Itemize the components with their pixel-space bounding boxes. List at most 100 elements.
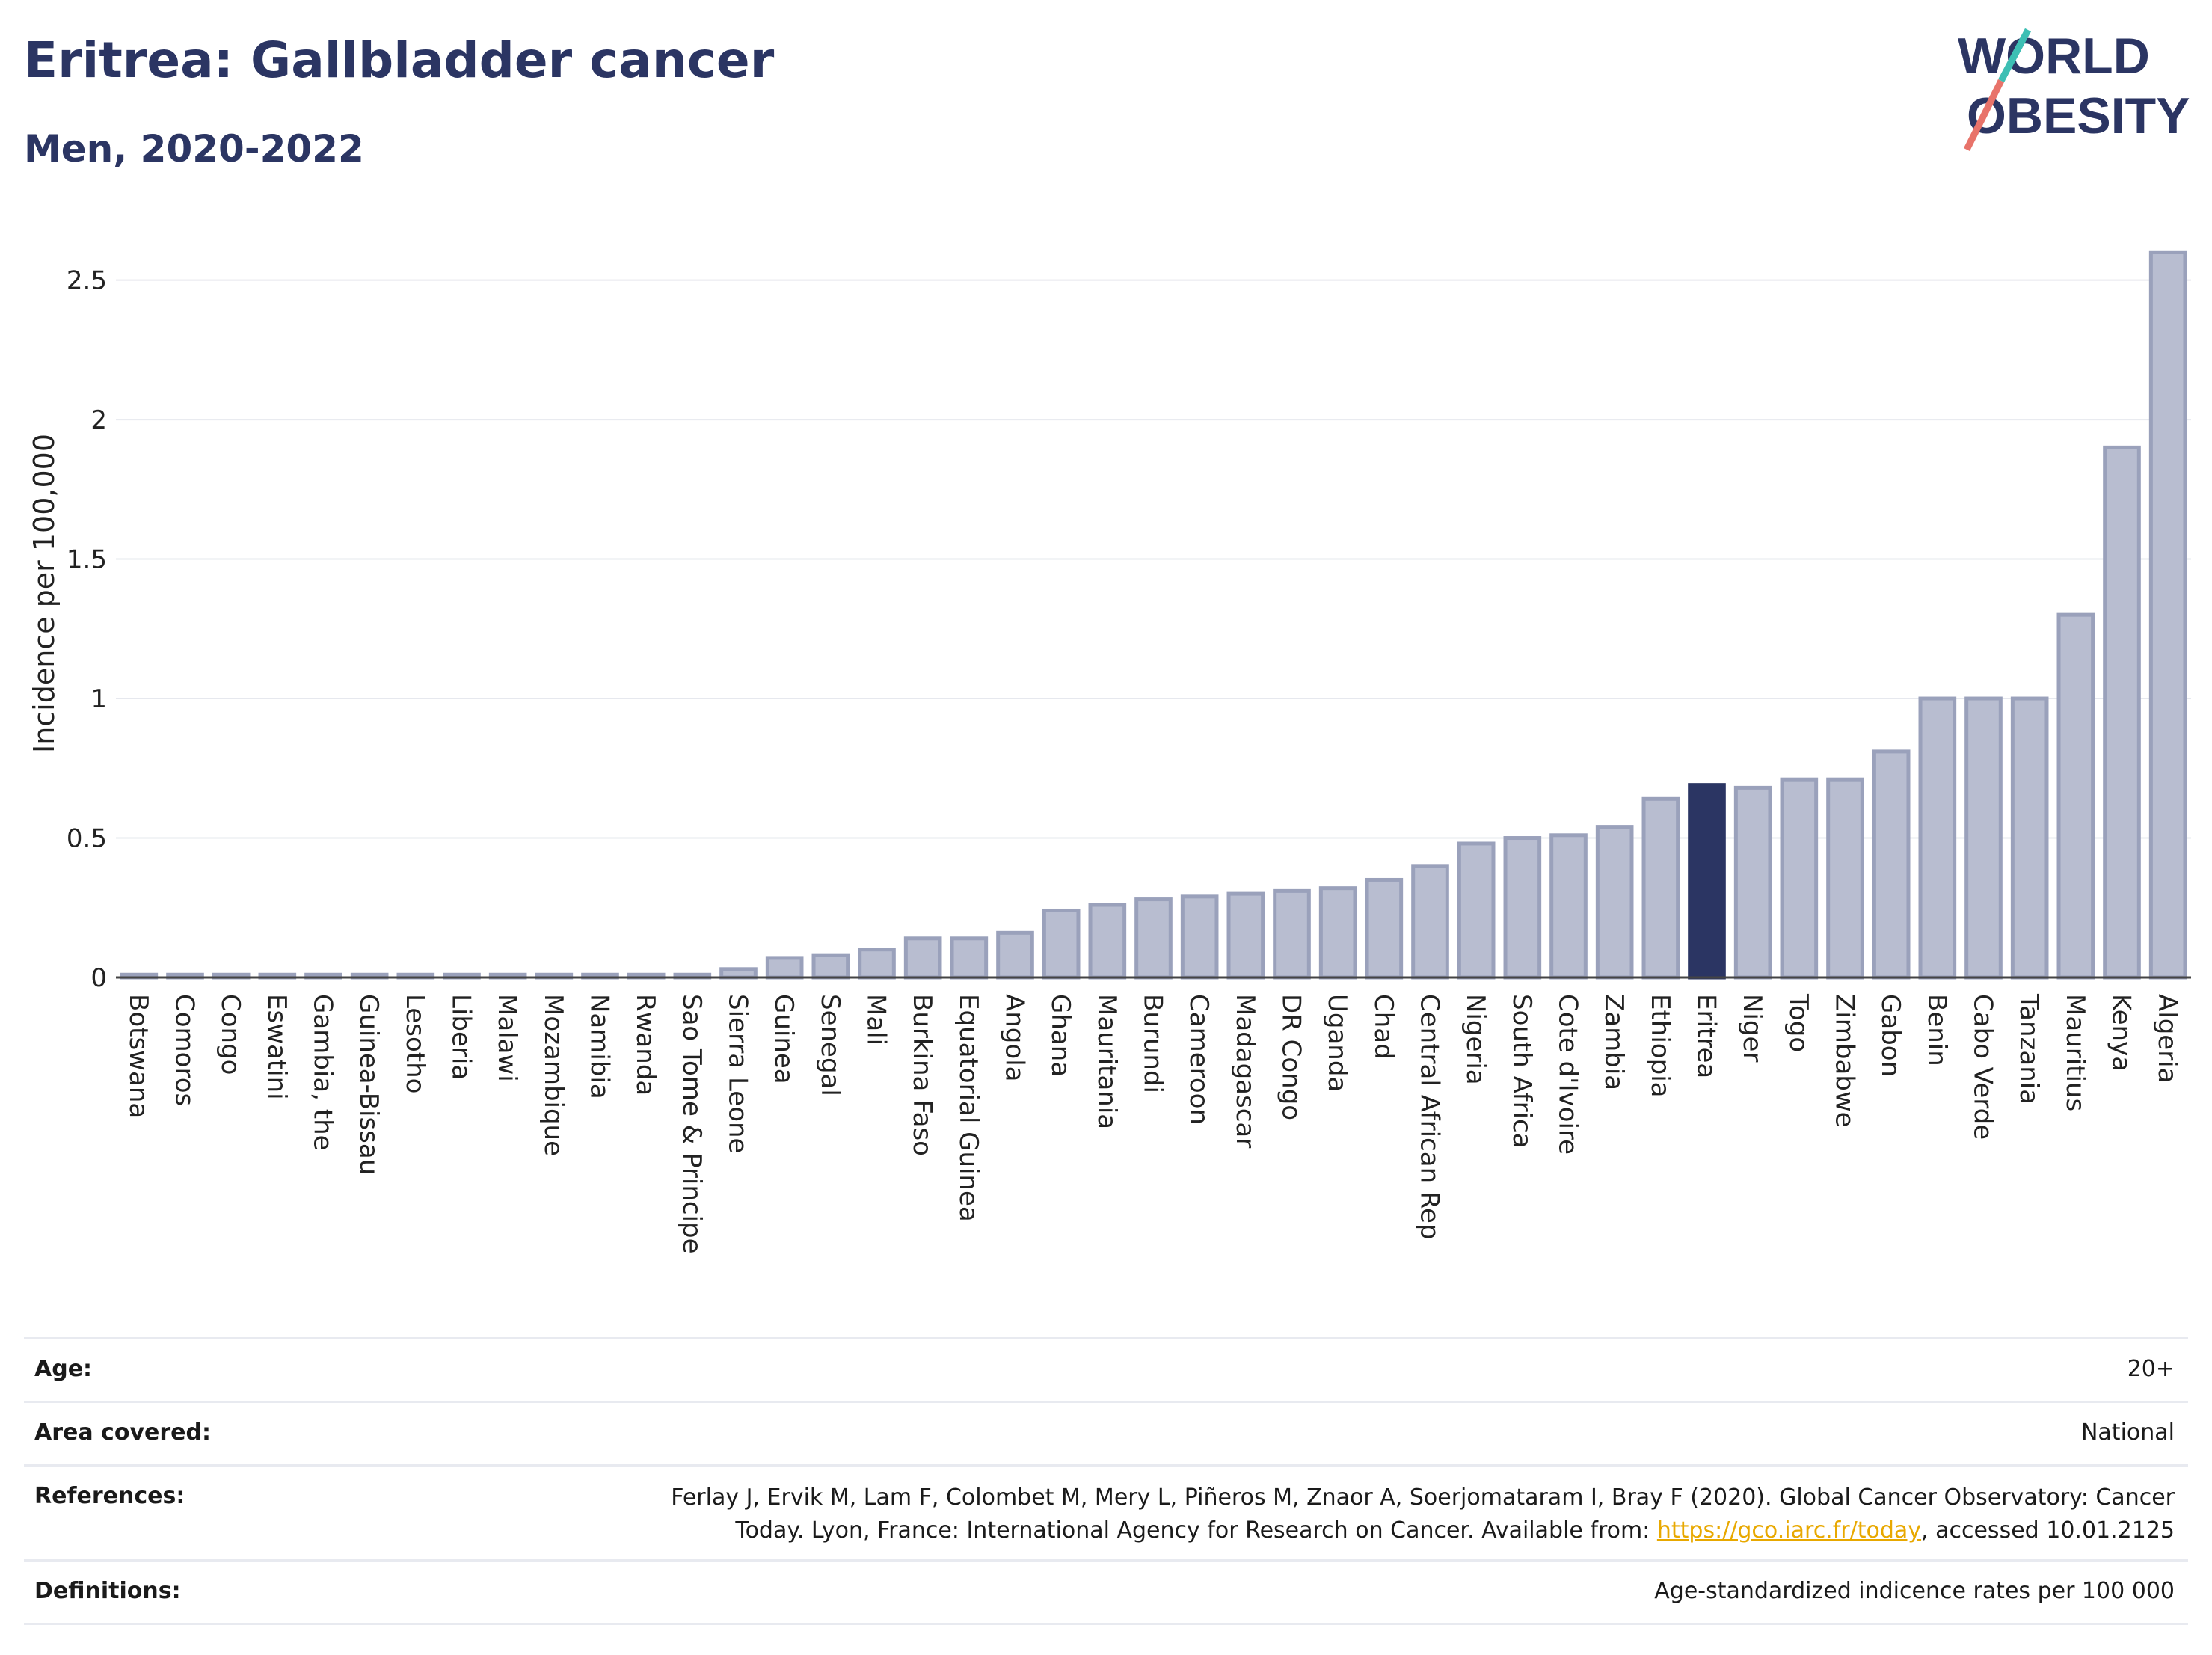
x-tick-label: Guinea-Bissau [354, 994, 384, 1175]
bar [1780, 777, 1819, 980]
x-tick-label: Tanzania [2014, 993, 2044, 1105]
bar [903, 936, 942, 980]
chart-title: Eritrea: Gallbladder cancer [24, 31, 775, 89]
bar [1088, 903, 1127, 980]
bar [1549, 833, 1588, 980]
age-label: Age: [34, 1356, 93, 1382]
bar [2148, 250, 2187, 980]
bar [1134, 897, 1173, 980]
bar [1503, 836, 1542, 980]
x-tick-label: Senegal [815, 994, 845, 1096]
bar [1826, 777, 1864, 980]
x-tick-label: Burkina Faso [907, 994, 937, 1156]
references-value: Ferlay J, Ervik M, Lam F, Colombet M, Me… [671, 1481, 2175, 1547]
x-tick-label: Niger [1737, 994, 1767, 1062]
bar [1318, 886, 1357, 980]
references-label: References: [34, 1483, 185, 1509]
definitions-label: Definitions: [34, 1578, 181, 1604]
x-tick-label: Sao Tome & Principe [677, 994, 707, 1254]
info-table: Age: 20+ Area covered: National Referenc… [24, 1337, 2188, 1625]
x-tick-label: Namibia [585, 994, 615, 1099]
y-axis-label: Incidence per 100,000 [28, 434, 61, 753]
chart-subtitle: Men, 2020-2022 [24, 127, 364, 171]
y-tick-label: 2 [90, 405, 107, 435]
info-row-definitions: Definitions: Age-standardized indicence … [24, 1559, 2188, 1625]
x-tick-label: Zimbabwe [1830, 994, 1860, 1128]
references-line2-post: , accessed 10.01.2125 [1921, 1517, 2175, 1544]
references-link[interactable]: https://gco.iarc.fr/today [1656, 1517, 1922, 1544]
info-row-references: References: Ferlay J, Ervik M, Lam F, Co… [24, 1464, 2188, 1559]
bar [950, 936, 989, 980]
x-tick-label: Uganda [1322, 994, 1352, 1092]
x-tick-label: Cameroon [1184, 994, 1214, 1125]
world-obesity-logo: WORLD OBESITY [1958, 28, 2190, 152]
svg-text:WORLD: WORLD [1958, 28, 2150, 85]
bar [1226, 891, 1265, 980]
x-tick-label: Comoros [170, 994, 200, 1106]
age-value: 20+ [2127, 1356, 2175, 1382]
y-tick-label: 2.5 [67, 266, 107, 296]
bar [1641, 796, 1680, 980]
bar [1918, 696, 1957, 980]
x-tick-label: Cote d'Ivoire [1553, 994, 1583, 1155]
x-tick-label: Cabo Verde [1968, 994, 1998, 1140]
bar [811, 953, 850, 980]
svg-text:OBESITY: OBESITY [1967, 87, 2190, 144]
references-line2-pre: Today. Lyon, France: International Agenc… [735, 1517, 1657, 1544]
x-tick-label: Eritrea [1692, 994, 1721, 1078]
x-tick-label: Gabon [1875, 994, 1905, 1077]
bar [2010, 696, 2049, 980]
x-tick-label: Botswana [123, 994, 153, 1118]
bar [1411, 864, 1449, 980]
x-tick-label: Madagascar [1230, 994, 1260, 1148]
references-line2: Today. Lyon, France: International Agenc… [671, 1514, 2175, 1547]
x-tick-label: DR Congo [1276, 994, 1306, 1120]
x-tick-label: Nigeria [1460, 994, 1490, 1085]
bar [858, 948, 896, 980]
x-tick-label: Central African Rep [1415, 994, 1445, 1240]
x-tick-label: Ethiopia [1645, 994, 1675, 1097]
bar [1688, 783, 1726, 980]
area-value: National [2080, 1419, 2175, 1446]
x-tick-label: Kenya [2107, 994, 2136, 1072]
info-row-age: Age: 20+ [24, 1337, 2188, 1401]
bar [2056, 612, 2095, 980]
bar [1872, 749, 1911, 980]
info-row-area: Area covered: National [24, 1401, 2188, 1464]
y-tick-label: 0.5 [67, 824, 107, 854]
x-tick-label: Togo [1784, 993, 1813, 1052]
x-tick-label: Mali [861, 994, 891, 1045]
x-tick-label: Gambia, the [308, 994, 338, 1151]
x-tick-label: Eswatini [262, 994, 292, 1100]
x-tick-label: Algeria [2152, 994, 2182, 1083]
x-tick-label: Benin [1922, 994, 1952, 1066]
x-tick-label: Ghana [1045, 994, 1075, 1077]
bar-chart: 0 0.5 1 1.5 2 2.5 Incidence per 100,000 Botswan… [28, 250, 2191, 1254]
y-tick-label: 1 [90, 684, 107, 714]
bar [1180, 894, 1219, 980]
x-tick-label: Sierra Leone [723, 994, 753, 1153]
x-tick-label: Guinea [769, 994, 799, 1084]
bar [1733, 785, 1772, 980]
x-tick-label: Chad [1368, 994, 1398, 1060]
y-tick-label: 0 [90, 963, 107, 993]
bar [719, 967, 758, 980]
area-label: Area covered: [34, 1419, 211, 1446]
bar [996, 930, 1034, 980]
bar [1365, 877, 1404, 980]
bar [765, 956, 804, 980]
x-tick-label: Burundi [1138, 994, 1168, 1093]
x-tick-label: South Africa [1507, 994, 1537, 1149]
x-tick-label: Malawi [492, 994, 522, 1082]
bar [2103, 445, 2141, 980]
bar [1273, 888, 1311, 980]
x-tick-label: Mauritania [1092, 994, 1122, 1129]
x-tick-label: Rwanda [630, 994, 660, 1096]
references-line1: Ferlay J, Ervik M, Lam F, Colombet M, Me… [671, 1484, 2175, 1511]
x-tick-label: Lesotho [400, 994, 430, 1093]
definitions-value: Age-standardized indicence rates per 100… [1654, 1578, 2175, 1604]
x-tick-label: Zambia [1599, 994, 1629, 1090]
bar [1042, 908, 1081, 980]
x-tick-label: Equatorial Guinea [953, 994, 983, 1222]
x-tick-label: Liberia [446, 994, 476, 1080]
